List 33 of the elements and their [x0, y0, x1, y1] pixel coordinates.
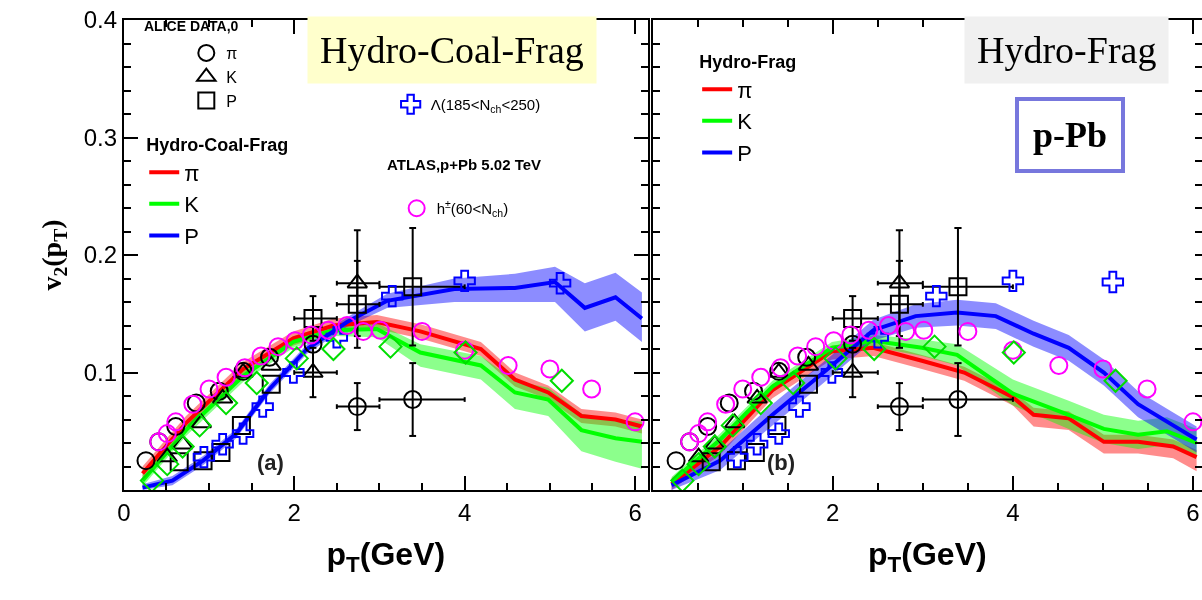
x-axis-title: p$_{T}$(GeV): [326, 536, 446, 577]
x-tick-label: 6: [1186, 498, 1200, 526]
x-tick-label: 0: [117, 498, 131, 526]
y-tick-label: 0.2: [83, 241, 118, 269]
legend-label: π: [737, 77, 753, 103]
x-tick-label: 2: [826, 498, 840, 526]
y-tick-label: 0.3: [83, 123, 118, 151]
legend-title: Hydro-Frag: [699, 52, 797, 73]
annotation: Hydro-Coal-Frag: [320, 29, 584, 71]
annotation: p-Pb: [1033, 115, 1108, 155]
annotation: (a): [257, 450, 284, 475]
annotation: Hydro-Frag: [977, 29, 1157, 71]
y-tick-label: 0.1: [83, 358, 118, 386]
legend-label: P: [737, 140, 752, 166]
legend-label: h$^{±}$(60<N$_{ch}$): [436, 197, 509, 220]
y-tick-label: 0.4: [83, 6, 118, 34]
annotation: ATLAS,p+Pb 5.02 TeV: [387, 156, 542, 173]
legend-label: K: [737, 109, 753, 135]
legend-label: K: [226, 68, 238, 86]
legend-label: P: [226, 92, 237, 110]
legend-title: Hydro-Coal-Frag: [146, 135, 289, 156]
x-tick-label: 6: [628, 498, 642, 526]
legend-label: P: [184, 223, 199, 249]
x-tick-label: 4: [457, 498, 472, 526]
x-tick-label: 2: [287, 498, 301, 526]
legend-label: π: [226, 45, 238, 63]
x-tick-label: 4: [1006, 498, 1020, 526]
legend-label: Λ(185<N$_{ch}$<250): [430, 96, 541, 116]
x-axis-title: p$_{T}$(GeV): [868, 536, 987, 577]
legend-label: K: [184, 192, 200, 218]
legend-label: π: [184, 160, 200, 186]
annotation: ALICE DATA,0: [144, 18, 239, 34]
annotation: (b): [767, 450, 796, 475]
